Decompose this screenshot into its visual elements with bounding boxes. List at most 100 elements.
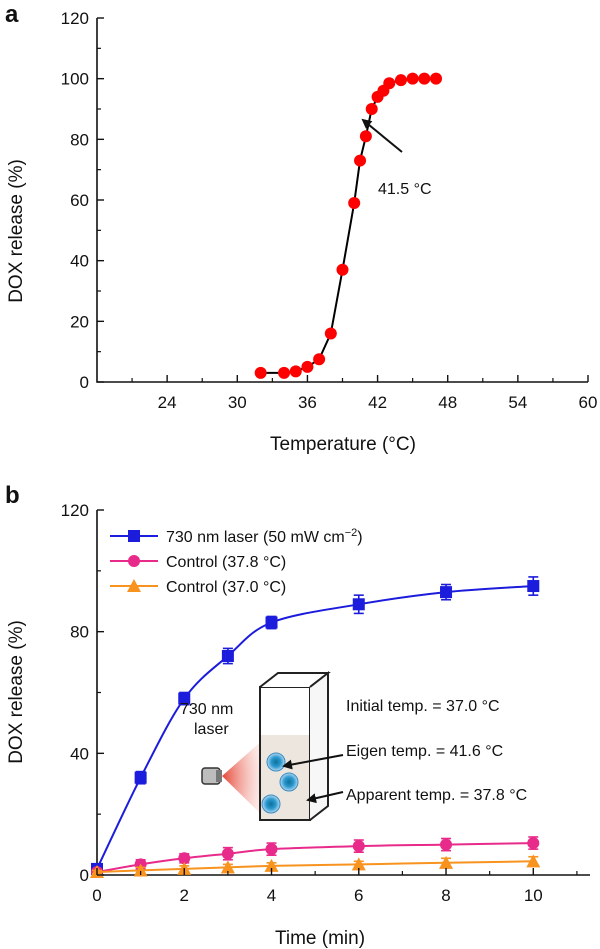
panel-a-x-label: Temperature (°C) <box>270 434 416 455</box>
panel-a-axes <box>96 18 588 383</box>
panel-b-y-tick-label: 0 <box>80 866 89 885</box>
nanoparticle-1 <box>266 752 286 772</box>
panel-a-data-point <box>301 360 314 373</box>
panel-b-x-tick-label: 2 <box>180 886 189 905</box>
panel-a-y-tick-label: 80 <box>70 130 89 149</box>
data-point-laser <box>178 692 191 705</box>
data-point-control-37-0 <box>526 854 541 868</box>
panel-a-data-point <box>324 327 337 340</box>
panel-a-data-point <box>336 263 349 276</box>
panel-a-data-point <box>254 366 267 379</box>
panel-a-data-point <box>418 72 431 85</box>
panel-a: a 24 30 36 42 48 54 60 0 20 40 60 80 100 120 Tempera… <box>5 1 597 455</box>
panel-a-data-point <box>430 72 443 85</box>
panel-a-data-point <box>348 197 361 210</box>
panel-a-x-tick-label: 24 <box>158 393 177 412</box>
panel-a-y-tick-label: 120 <box>61 9 89 28</box>
panel-a-x-tick-label: 48 <box>438 393 457 412</box>
panel-b-y-tick-label: 40 <box>70 744 89 763</box>
panel-b-y-label: DOX release (%) <box>6 620 27 764</box>
panel-a-y-ticks: 0 20 40 60 80 100 120 <box>61 9 104 392</box>
apparent-temp-arrow <box>306 791 344 804</box>
cuvette-side <box>309 670 329 821</box>
panel-a-x-tick-label: 54 <box>508 393 527 412</box>
panel-b-x-tick-label: 10 <box>524 886 543 905</box>
panel-a-data-point <box>359 130 372 143</box>
panel-a-x-tick-label: 42 <box>368 393 387 412</box>
panel-a-annotation-arrow <box>361 118 403 153</box>
legend-label-laser: 730 nm laser (50 mW cm−2) <box>166 527 363 546</box>
panel-b-x-label: Time (min) <box>275 928 365 949</box>
inset-eigen-temp: Eigen temp. = 41.6 °C <box>346 743 503 760</box>
data-point-control-37-8 <box>527 837 540 850</box>
panel-a-y-label: DOX release (%) <box>6 159 27 303</box>
panel-a-data-point <box>365 103 378 115</box>
data-point-control-37-0 <box>264 858 279 872</box>
panel-b-x-tick-label: 4 <box>267 886 276 905</box>
panel-a-data-point <box>354 154 367 167</box>
panel-b-y-tick-label: 80 <box>70 623 89 642</box>
panel-a-x-ticks: 24 30 36 42 48 54 60 <box>131 375 598 412</box>
panel-a-data-point <box>394 74 407 87</box>
legend-swatch-marker-control-37-0 <box>127 579 141 592</box>
panel-a-data-point <box>406 72 419 85</box>
series-line-control-37-0 <box>96 860 534 873</box>
legend-swatch-marker-laser <box>128 530 140 542</box>
panel-a-y-tick-label: 0 <box>80 373 89 392</box>
data-point-control-37-0 <box>220 860 235 874</box>
panel-b-x-tick-label: 8 <box>441 886 450 905</box>
panel-a-data-point <box>313 353 326 366</box>
series-line-control-37-8 <box>96 842 534 873</box>
data-point-control-37-0 <box>439 855 454 869</box>
data-point-laser <box>527 580 540 593</box>
legend-label-control-37-0: Control (37.0 °C) <box>166 579 286 596</box>
panel-b-legend: 730 nm laser (50 mW cm−2) Control (37.8 … <box>110 527 363 596</box>
legend-label-control-37-8: Control (37.8 °C) <box>166 554 286 571</box>
data-point-control-37-0 <box>133 863 148 877</box>
panel-a-series-line <box>260 77 436 374</box>
panel-a-y-tick-label: 60 <box>70 191 89 210</box>
inset-initial-temp: Initial temp. = 37.0 °C <box>346 698 500 715</box>
legend-swatch-marker-control-37-8 <box>128 555 140 567</box>
panel-a-points <box>254 72 443 379</box>
panel-a-x-tick-label: 60 <box>579 393 598 412</box>
data-point-laser <box>440 586 453 599</box>
laser-beam <box>222 738 265 818</box>
nanoparticle-3 <box>261 794 281 814</box>
panel-b-y-tick-label: 120 <box>61 501 89 520</box>
inset-laser-label-2: laser <box>194 721 229 738</box>
panel-a-data-point <box>383 77 396 90</box>
panel-a-data-point <box>289 365 302 378</box>
data-point-control-37-8 <box>352 840 365 853</box>
panel-b-x-tick-label: 0 <box>92 886 101 905</box>
inset-laser-label-1: 730 nm <box>180 701 233 718</box>
panel-a-y-tick-label: 100 <box>61 70 89 89</box>
panel-b-letter: b <box>5 482 20 509</box>
data-point-laser <box>265 616 278 629</box>
data-point-control-37-0 <box>351 857 366 871</box>
panel-b: b 0 2 4 6 8 10 0 40 80 120 Time (min) DOX releas… <box>5 482 590 949</box>
inset-apparent-temp: Apparent temp. = 37.8 °C <box>346 787 527 804</box>
panel-a-letter: a <box>5 1 19 28</box>
panel-a-y-tick-label: 20 <box>70 312 89 331</box>
panel-b-series <box>90 576 541 878</box>
laser-aperture-icon <box>216 770 222 782</box>
nanoparticle-2 <box>279 772 299 792</box>
panel-a-y-tick-label: 40 <box>70 252 89 271</box>
data-point-control-37-8 <box>265 843 278 856</box>
panel-a-data-point <box>278 366 291 379</box>
eigen-temp-arrow <box>282 754 344 770</box>
data-point-control-37-8 <box>221 847 234 860</box>
panel-a-axis-lines <box>96 18 588 383</box>
panel-b-y-ticks: 0 40 80 120 <box>61 501 104 885</box>
panel-b-x-tick-label: 6 <box>354 886 363 905</box>
data-point-laser <box>352 598 365 611</box>
data-point-laser <box>134 771 147 784</box>
data-point-control-37-8 <box>178 852 191 865</box>
panel-a-x-tick-label: 30 <box>228 393 247 412</box>
panel-b-x-ticks: 0 2 4 6 8 10 <box>92 868 578 905</box>
data-point-laser <box>221 650 234 662</box>
data-point-control-37-8 <box>440 838 453 851</box>
panel-a-curve <box>260 77 436 374</box>
